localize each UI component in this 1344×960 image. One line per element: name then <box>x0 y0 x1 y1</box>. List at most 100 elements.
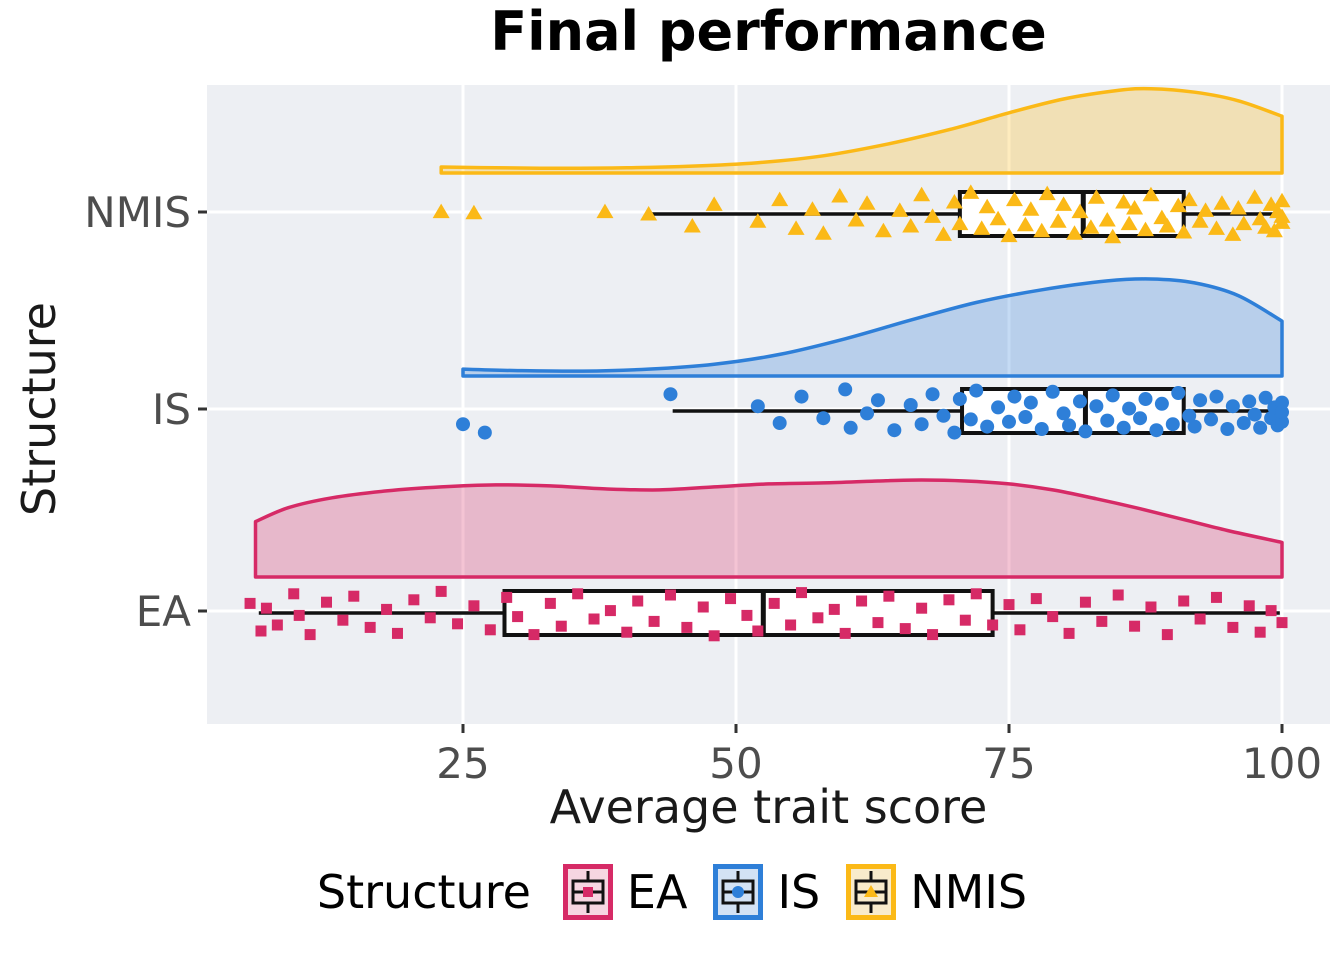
data-point-circle <box>1236 416 1251 430</box>
data-point-triangle <box>640 206 658 221</box>
data-point-triangle <box>1098 212 1116 227</box>
data-point-circle <box>1187 419 1202 434</box>
data-point-square <box>664 589 676 601</box>
data-point-square <box>484 624 496 636</box>
data-point-square <box>916 602 928 614</box>
data-point-circle <box>1275 405 1289 420</box>
data-point-triangle <box>1235 215 1253 231</box>
data-point-triangle <box>978 198 996 214</box>
data-point-square <box>1063 627 1075 639</box>
data-point-circle <box>870 393 885 408</box>
data-point-triangle <box>891 202 909 217</box>
data-point-triangle <box>1104 228 1122 244</box>
data-point-circle <box>772 416 787 430</box>
data-point-triangle <box>1126 200 1144 215</box>
data-point-circle <box>1062 418 1077 433</box>
data-point-triangle <box>1224 226 1242 241</box>
data-point-triangle <box>1273 192 1291 208</box>
data-point-circle <box>663 387 678 402</box>
data-point-circle <box>903 398 918 412</box>
data-point-square <box>528 629 540 641</box>
data-point-circle <box>1056 406 1071 421</box>
data-point-triangle <box>1066 225 1084 240</box>
data-point-triangle <box>1273 208 1291 223</box>
data-point-triangle <box>1087 189 1105 204</box>
data-point-square <box>1129 620 1141 632</box>
data-point-triangle <box>874 222 892 238</box>
data-point-circle <box>952 392 967 406</box>
data-point-square <box>1265 605 1277 617</box>
y-tick-label: IS <box>152 385 191 434</box>
data-point-triangle <box>1022 201 1040 216</box>
data-point-square <box>621 626 633 638</box>
data-point-circle <box>947 425 962 440</box>
data-point-square <box>725 593 737 605</box>
data-point-square <box>544 597 556 609</box>
data-point-square <box>785 619 797 631</box>
data-point-triangle <box>847 212 865 227</box>
data-point-square <box>796 587 808 599</box>
data-point-square <box>883 590 895 602</box>
data-point-circle <box>1034 422 1049 436</box>
data-point-triangle <box>683 218 701 233</box>
data-point-triangle <box>1005 191 1023 207</box>
data-point-square <box>632 595 644 607</box>
data-point-triangle <box>1142 186 1160 202</box>
data-point-circle <box>1149 423 1164 438</box>
data-point-square <box>1161 629 1173 641</box>
data-point-triangle <box>934 226 952 241</box>
data-point-triangle <box>1016 216 1034 232</box>
data-point-triangle <box>705 196 723 211</box>
density-cloud-is <box>461 277 1284 378</box>
data-point-square <box>1178 595 1190 607</box>
legend-label-nmis: NMIS <box>910 865 1028 919</box>
data-point-circle <box>477 425 492 440</box>
legend-key-is <box>713 864 764 920</box>
legend-key-ea <box>562 864 613 920</box>
data-point-triangle <box>1137 221 1154 237</box>
data-point-square <box>1145 601 1157 613</box>
data-point-square <box>1210 591 1222 603</box>
data-point-triangle <box>1082 219 1100 234</box>
legend-item-nmis: NMIS <box>846 864 1027 920</box>
data-point-square <box>244 597 256 609</box>
data-point-circle <box>969 383 984 398</box>
data-point-circle <box>1133 411 1148 426</box>
data-point-triangle <box>1207 220 1225 235</box>
data-point-square <box>970 588 982 600</box>
data-point-circle <box>936 408 951 423</box>
data-point-triangle <box>1265 222 1283 238</box>
data-point-circle <box>925 387 940 402</box>
data-point-square <box>271 619 283 631</box>
data-point-square <box>255 625 267 637</box>
data-point-triangle <box>1049 213 1067 228</box>
data-point-triangle <box>1120 215 1138 231</box>
legend-item-is: IS <box>713 864 820 920</box>
data-point-square <box>501 591 513 603</box>
data-point-circle <box>1165 417 1180 432</box>
data-point-triangle <box>803 201 821 216</box>
data-point-circle <box>1242 394 1257 409</box>
data-point-circle <box>914 417 929 432</box>
data-point-circle <box>991 400 1006 415</box>
data-point-circle <box>887 423 902 438</box>
data-point-square <box>648 615 660 627</box>
data-point-square <box>1112 589 1124 601</box>
data-point-triangle <box>432 203 450 219</box>
data-point-triangle <box>962 184 980 199</box>
x-tick-label: 50 <box>709 739 762 788</box>
data-point-circle <box>1154 396 1169 411</box>
data-point-triangle <box>1257 219 1275 234</box>
data-point-square <box>1254 626 1266 638</box>
data-point-circle <box>1275 395 1289 410</box>
data-point-circle <box>1138 392 1153 406</box>
data-point-circle <box>1247 407 1262 422</box>
data-point-square <box>812 612 824 624</box>
data-point-triangle <box>1246 189 1264 204</box>
density-cloud-ea <box>253 478 1284 579</box>
data-point-circle <box>750 399 765 414</box>
data-point-triangle <box>945 194 963 209</box>
data-point-triangle <box>1197 202 1215 217</box>
data-point-square <box>768 597 780 609</box>
data-point-triangle <box>787 220 805 235</box>
